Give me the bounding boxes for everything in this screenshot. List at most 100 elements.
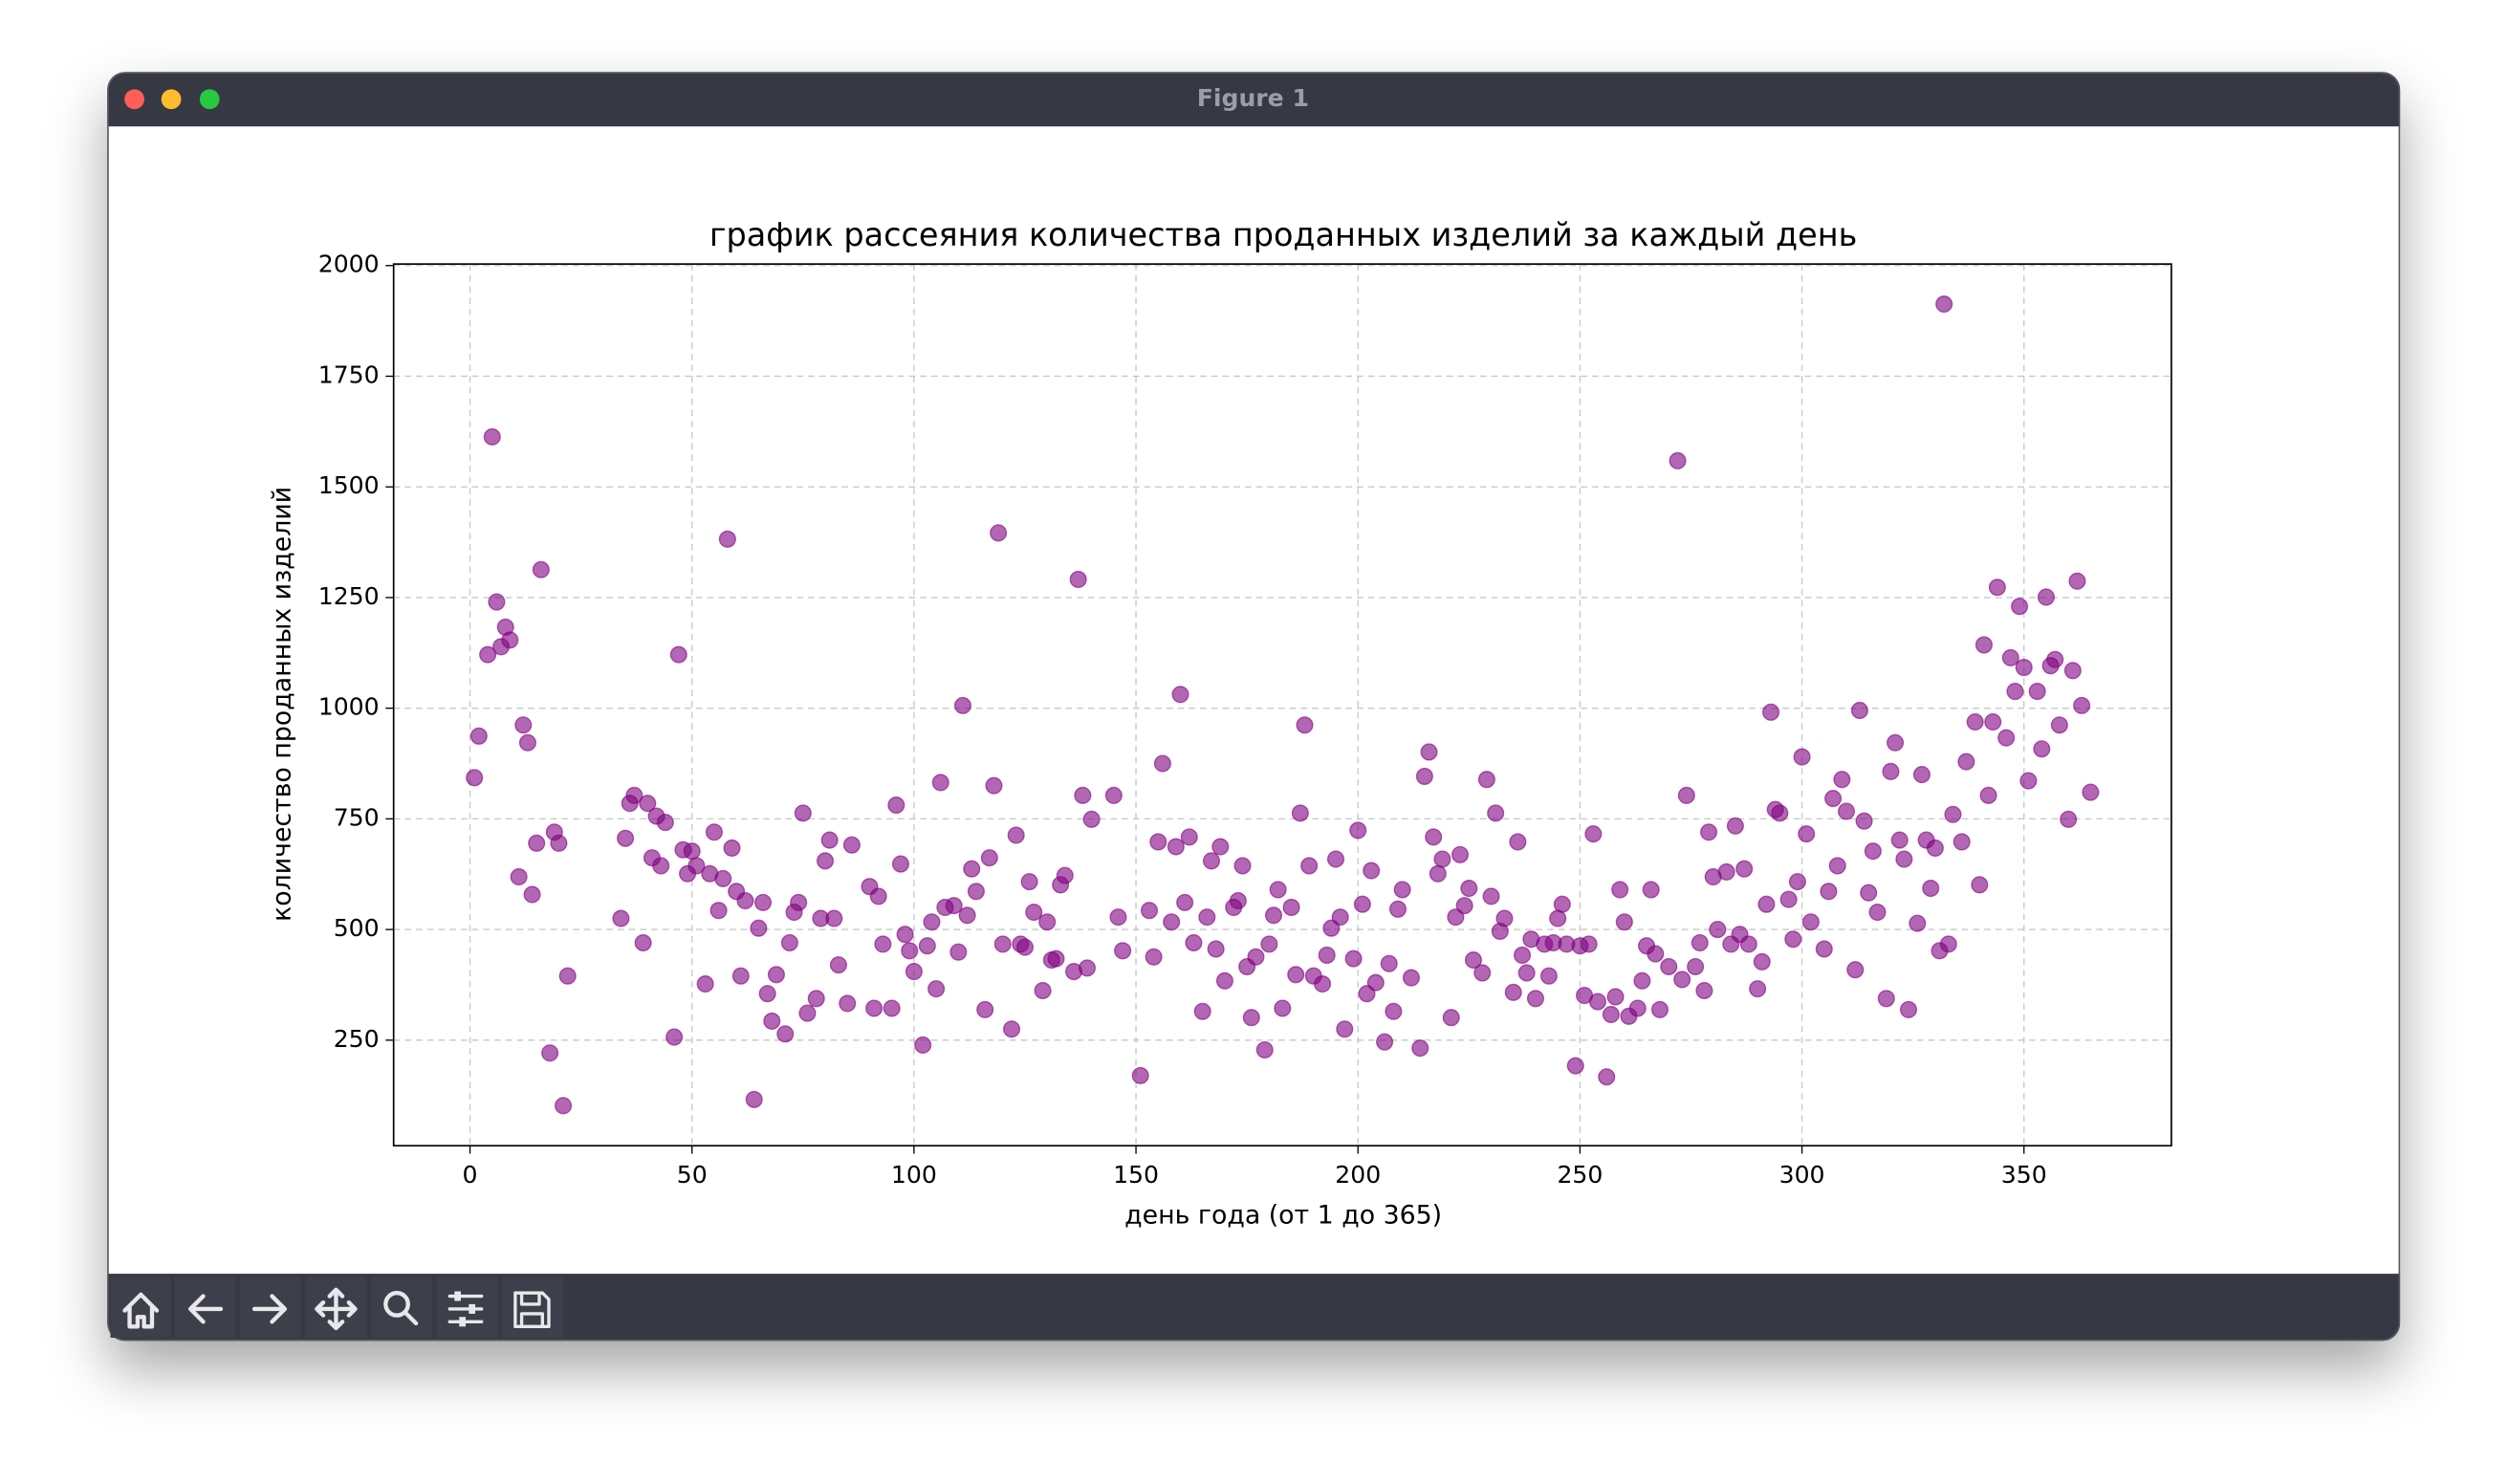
point: [829, 956, 847, 974]
point: [736, 891, 754, 910]
point: [1314, 974, 1332, 993]
save-button[interactable]: [502, 1277, 564, 1339]
point: [687, 857, 706, 875]
point: [1482, 887, 1500, 906]
point: [1366, 973, 1385, 992]
point: [750, 919, 768, 937]
point: [1726, 817, 1744, 835]
axes-frame: [392, 263, 2172, 1147]
home-button[interactable]: [110, 1277, 172, 1339]
point: [1504, 983, 1522, 1001]
point: [550, 834, 568, 852]
point: [617, 829, 635, 847]
minimize-button[interactable]: [161, 89, 182, 110]
point: [1837, 802, 1856, 820]
point: [705, 823, 723, 841]
back-button[interactable]: [174, 1277, 235, 1339]
point: [1247, 948, 1265, 966]
y-axis-label: количество проданных изделий: [268, 487, 297, 922]
point: [816, 852, 835, 870]
point: [2063, 662, 2082, 680]
x-tick-label: 350: [2001, 1161, 2047, 1189]
plot: график рассеяния количества проданных из…: [268, 216, 2172, 1230]
point: [905, 963, 923, 981]
y-tick-label: 250: [334, 1025, 380, 1053]
forward-button[interactable]: [240, 1277, 301, 1339]
point: [1388, 900, 1407, 918]
point: [1793, 748, 1811, 766]
point: [1757, 895, 1776, 913]
point: [723, 839, 741, 857]
zoom-tool-button[interactable]: [371, 1277, 432, 1339]
point: [798, 1004, 817, 1022]
point: [1331, 908, 1349, 927]
point: [518, 733, 536, 752]
window: [107, 72, 2401, 1342]
y-tick-label: 1250: [318, 582, 380, 610]
point: [1318, 946, 1336, 964]
point: [1078, 959, 1097, 977]
point: [1997, 729, 2016, 747]
point: [1735, 860, 1754, 878]
point: [1336, 1020, 1354, 1038]
point: [1855, 812, 1873, 830]
point: [2060, 810, 2078, 828]
point: [1868, 904, 1887, 922]
point: [1109, 908, 1127, 927]
point: [1660, 957, 1678, 976]
point: [1971, 876, 1989, 894]
point: [2073, 696, 2091, 714]
point: [639, 795, 657, 813]
point: [1677, 786, 1695, 804]
point: [1695, 981, 1713, 1000]
point: [953, 696, 971, 714]
point: [1669, 451, 1687, 469]
point: [2006, 683, 2024, 701]
zoom-button[interactable]: [199, 89, 220, 110]
x-tick-label: 150: [1113, 1161, 1159, 1189]
point: [669, 645, 687, 664]
close-button[interactable]: [124, 89, 144, 110]
point: [1025, 904, 1043, 922]
point: [656, 814, 674, 832]
point: [532, 560, 550, 578]
point: [1899, 1000, 1918, 1018]
point: [1801, 913, 1820, 931]
point: [1687, 957, 1705, 976]
point: [1380, 954, 1398, 972]
point: [1300, 857, 1319, 875]
point: [1909, 914, 1927, 932]
point: [1477, 771, 1495, 789]
point: [763, 1012, 781, 1030]
point: [514, 716, 533, 734]
point: [963, 860, 981, 878]
point: [2037, 588, 2055, 606]
point: [985, 776, 1003, 795]
point: [1207, 940, 1225, 958]
pan-button[interactable]: [305, 1277, 367, 1339]
point: [1890, 831, 1909, 849]
point: [1709, 921, 1727, 939]
point: [1274, 999, 1292, 1017]
point: [1509, 833, 1527, 851]
point: [665, 1028, 684, 1046]
window-title: Figure 1: [1197, 84, 1309, 112]
grid: [393, 264, 2171, 1146]
point: [949, 943, 968, 961]
point: [1642, 881, 1660, 899]
x-tick-label: 200: [1335, 1161, 1381, 1189]
point: [1580, 935, 1598, 953]
point: [1291, 804, 1309, 822]
point: [1442, 1009, 1460, 1027]
point: [1966, 712, 1984, 731]
point: [1979, 786, 1997, 804]
point: [1363, 862, 1381, 880]
point: [1882, 762, 1900, 780]
configure-button[interactable]: [436, 1277, 498, 1339]
x-tick-label: 250: [1557, 1161, 1603, 1189]
point: [1602, 1005, 1620, 1024]
point: [1549, 909, 1567, 928]
point: [469, 727, 488, 745]
point: [1145, 948, 1163, 966]
y-tick-label: 1500: [318, 471, 380, 499]
